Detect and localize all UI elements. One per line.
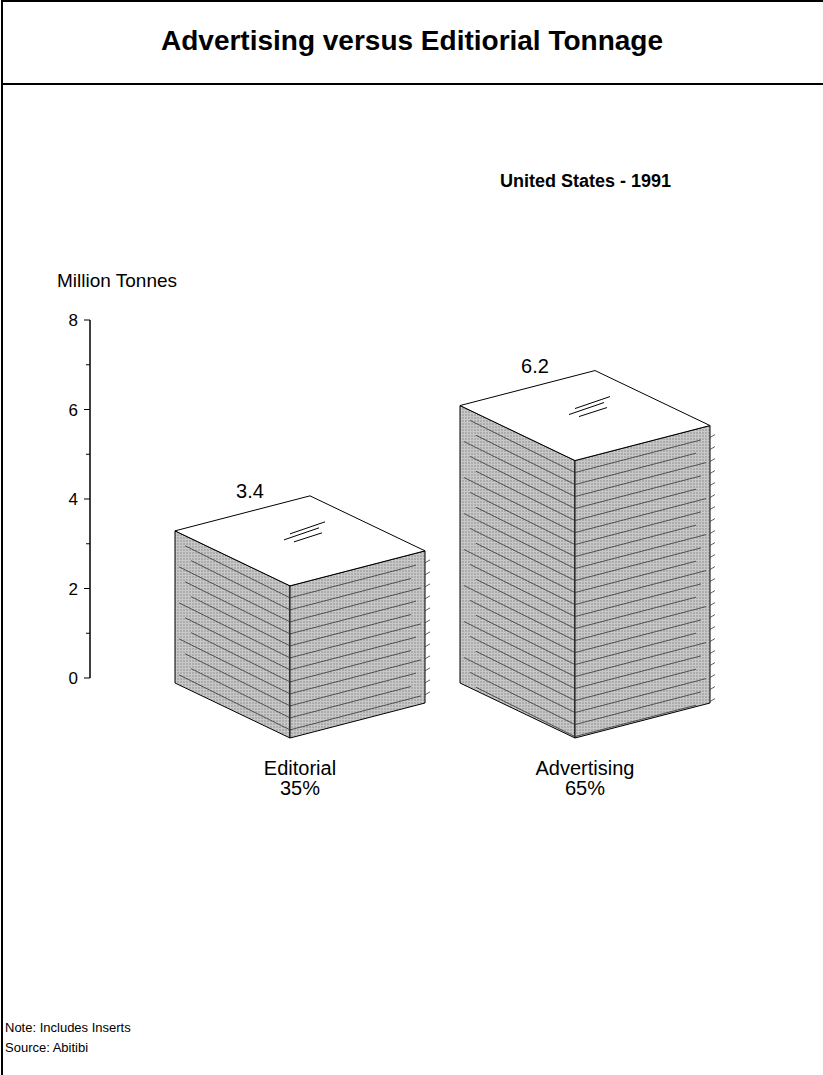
y-minor-tick: [86, 454, 90, 455]
title: Advertising versus Editiorial Tonnage: [161, 25, 663, 56]
y-minor-tick: [86, 543, 90, 544]
data-label: 3.4: [236, 480, 264, 502]
share-label: 65%: [565, 777, 605, 799]
y-tick-label: 2: [69, 580, 78, 599]
category-label: Advertising: [536, 757, 635, 779]
title-rule: [2, 83, 823, 85]
note: Source: Abitibi: [5, 1040, 88, 1055]
y-tick: [84, 320, 90, 321]
y-tick: [84, 409, 90, 410]
share-label: 35%: [280, 777, 320, 799]
y-minor-tick: [86, 364, 90, 365]
category-label: Editorial: [264, 757, 336, 779]
subtitle: United States - 1991: [500, 171, 671, 191]
chart: Advertising versus Editiorial Tonnage Uni…: [0, 0, 823, 1075]
axis-title: Million Tonnes: [57, 270, 177, 291]
y-tick: [84, 588, 90, 589]
y-tick-label: 0: [69, 669, 78, 688]
labels: 3.4 Editorial35% 6.2 Advertising65%: [236, 355, 634, 799]
paper-stack: [175, 496, 430, 738]
frame-left: [1, 0, 3, 1075]
frame-top: [2, 0, 823, 2]
paper-stack: [460, 371, 715, 738]
y-tick: [84, 499, 90, 500]
y-tick-label: 4: [69, 490, 78, 509]
plot-area: [175, 371, 715, 738]
y-tick: [84, 678, 90, 679]
y-minor-tick: [86, 633, 90, 634]
data-label: 6.2: [521, 355, 549, 377]
y-tick-label: 8: [69, 311, 78, 330]
note: Note: Includes Inserts: [5, 1020, 131, 1035]
y-tick-label: 6: [69, 401, 78, 420]
